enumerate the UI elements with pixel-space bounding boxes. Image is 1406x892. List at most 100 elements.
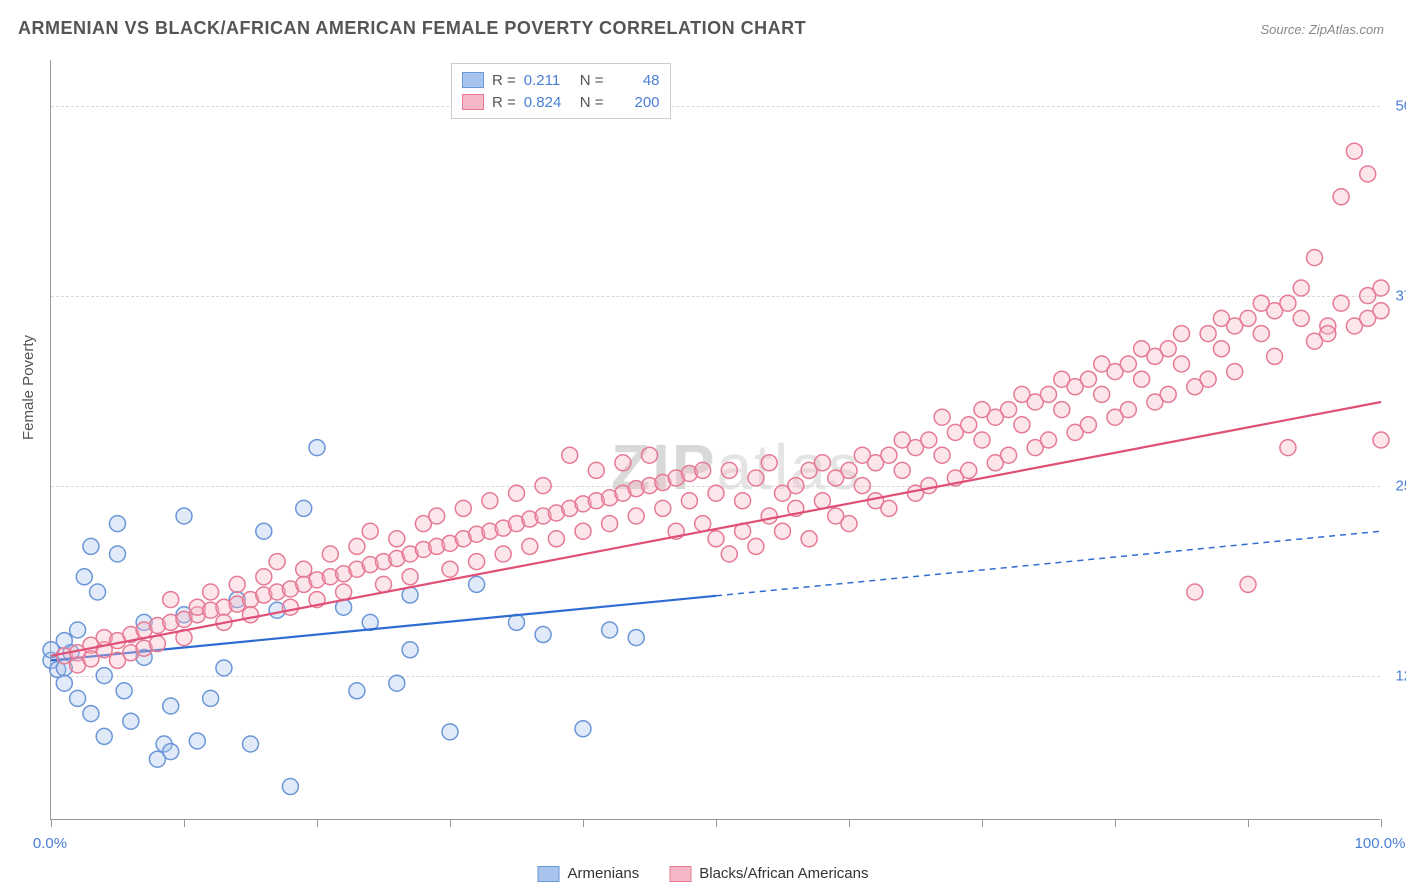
x-tick — [982, 819, 983, 827]
scatter-point — [1227, 364, 1243, 380]
y-tick-label: 25.0% — [1395, 477, 1406, 494]
scatter-point — [961, 417, 977, 433]
scatter-point — [176, 508, 192, 524]
scatter-point — [376, 576, 392, 592]
scatter-point — [1054, 402, 1070, 418]
scatter-point — [429, 508, 445, 524]
scatter-point — [296, 500, 312, 516]
bottom-legend-label: Armenians — [568, 865, 640, 882]
scatter-point — [1041, 432, 1057, 448]
plot-area: ZIPatlas 12.5%25.0%37.5%50.0% R =0.211N … — [50, 60, 1380, 820]
scatter-point — [269, 554, 285, 570]
scatter-point — [469, 576, 485, 592]
y-tick-label: 37.5% — [1395, 287, 1406, 304]
scatter-point — [1360, 166, 1376, 182]
scatter-point — [788, 478, 804, 494]
scatter-point — [1280, 295, 1296, 311]
scatter-point — [1134, 371, 1150, 387]
scatter-point — [243, 607, 259, 623]
x-tick — [583, 819, 584, 827]
scatter-point — [76, 569, 92, 585]
legend-swatch — [462, 72, 484, 88]
legend-r-label: R = — [492, 72, 516, 89]
scatter-point — [761, 508, 777, 524]
chart-svg — [51, 60, 1380, 819]
scatter-point — [116, 683, 132, 699]
scatter-point — [1200, 371, 1216, 387]
scatter-point — [90, 584, 106, 600]
scatter-point — [894, 462, 910, 478]
scatter-point — [163, 698, 179, 714]
x-tick — [51, 819, 52, 827]
scatter-point — [921, 432, 937, 448]
scatter-point — [1333, 189, 1349, 205]
trend-line — [51, 402, 1381, 656]
stats-legend-row: R =0.211N =48 — [462, 69, 660, 91]
legend-r-label: R = — [492, 94, 516, 111]
scatter-point — [1187, 584, 1203, 600]
scatter-point — [96, 728, 112, 744]
legend-swatch — [462, 94, 484, 110]
x-tick — [716, 819, 717, 827]
scatter-point — [282, 599, 298, 615]
scatter-point — [708, 485, 724, 501]
scatter-point — [402, 569, 418, 585]
scatter-point — [482, 493, 498, 509]
scatter-point — [442, 561, 458, 577]
legend-n-value: 48 — [612, 72, 660, 89]
scatter-point — [1346, 143, 1362, 159]
scatter-point — [349, 683, 365, 699]
scatter-point — [1280, 440, 1296, 456]
scatter-point — [349, 538, 365, 554]
scatter-point — [535, 478, 551, 494]
y-axis-label: Female Poverty — [20, 335, 37, 440]
scatter-point — [1001, 447, 1017, 463]
scatter-point — [1094, 386, 1110, 402]
scatter-point — [163, 744, 179, 760]
scatter-point — [309, 440, 325, 456]
scatter-point — [83, 538, 99, 554]
bottom-legend-item: Blacks/African Americans — [669, 865, 868, 882]
scatter-point — [1333, 295, 1349, 311]
scatter-point — [615, 455, 631, 471]
scatter-point — [203, 584, 219, 600]
scatter-point — [1373, 303, 1389, 319]
scatter-point — [1253, 326, 1269, 342]
scatter-point — [695, 462, 711, 478]
legend-r-value: 0.824 — [524, 94, 572, 111]
scatter-point — [748, 538, 764, 554]
scatter-point — [1120, 402, 1136, 418]
chart-title: ARMENIAN VS BLACK/AFRICAN AMERICAN FEMAL… — [18, 18, 806, 39]
scatter-point — [814, 455, 830, 471]
scatter-point — [402, 642, 418, 658]
scatter-point — [628, 630, 644, 646]
chart-container: ARMENIAN VS BLACK/AFRICAN AMERICAN FEMAL… — [0, 0, 1406, 892]
scatter-point — [775, 523, 791, 539]
scatter-point — [921, 478, 937, 494]
scatter-point — [814, 493, 830, 509]
scatter-point — [296, 561, 312, 577]
scatter-point — [588, 462, 604, 478]
scatter-point — [1293, 310, 1309, 326]
legend-n-value: 200 — [612, 94, 660, 111]
scatter-point — [1014, 417, 1030, 433]
scatter-point — [1160, 341, 1176, 357]
scatter-point — [721, 462, 737, 478]
scatter-point — [495, 546, 511, 562]
scatter-point — [961, 462, 977, 478]
stats-legend: R =0.211N =48R =0.824N =200 — [451, 63, 671, 119]
stats-legend-row: R =0.824N =200 — [462, 91, 660, 113]
scatter-point — [721, 546, 737, 562]
scatter-point — [442, 724, 458, 740]
x-tick-label: 100.0% — [1355, 835, 1406, 852]
scatter-point — [189, 733, 205, 749]
scatter-point — [801, 531, 817, 547]
scatter-point — [535, 627, 551, 643]
source-attribution: Source: ZipAtlas.com — [1260, 22, 1384, 37]
scatter-point — [1001, 402, 1017, 418]
scatter-point — [96, 668, 112, 684]
scatter-point — [1213, 341, 1229, 357]
bottom-legend-label: Blacks/African Americans — [699, 865, 868, 882]
scatter-point — [681, 493, 697, 509]
bottom-legend-item: Armenians — [538, 865, 640, 882]
